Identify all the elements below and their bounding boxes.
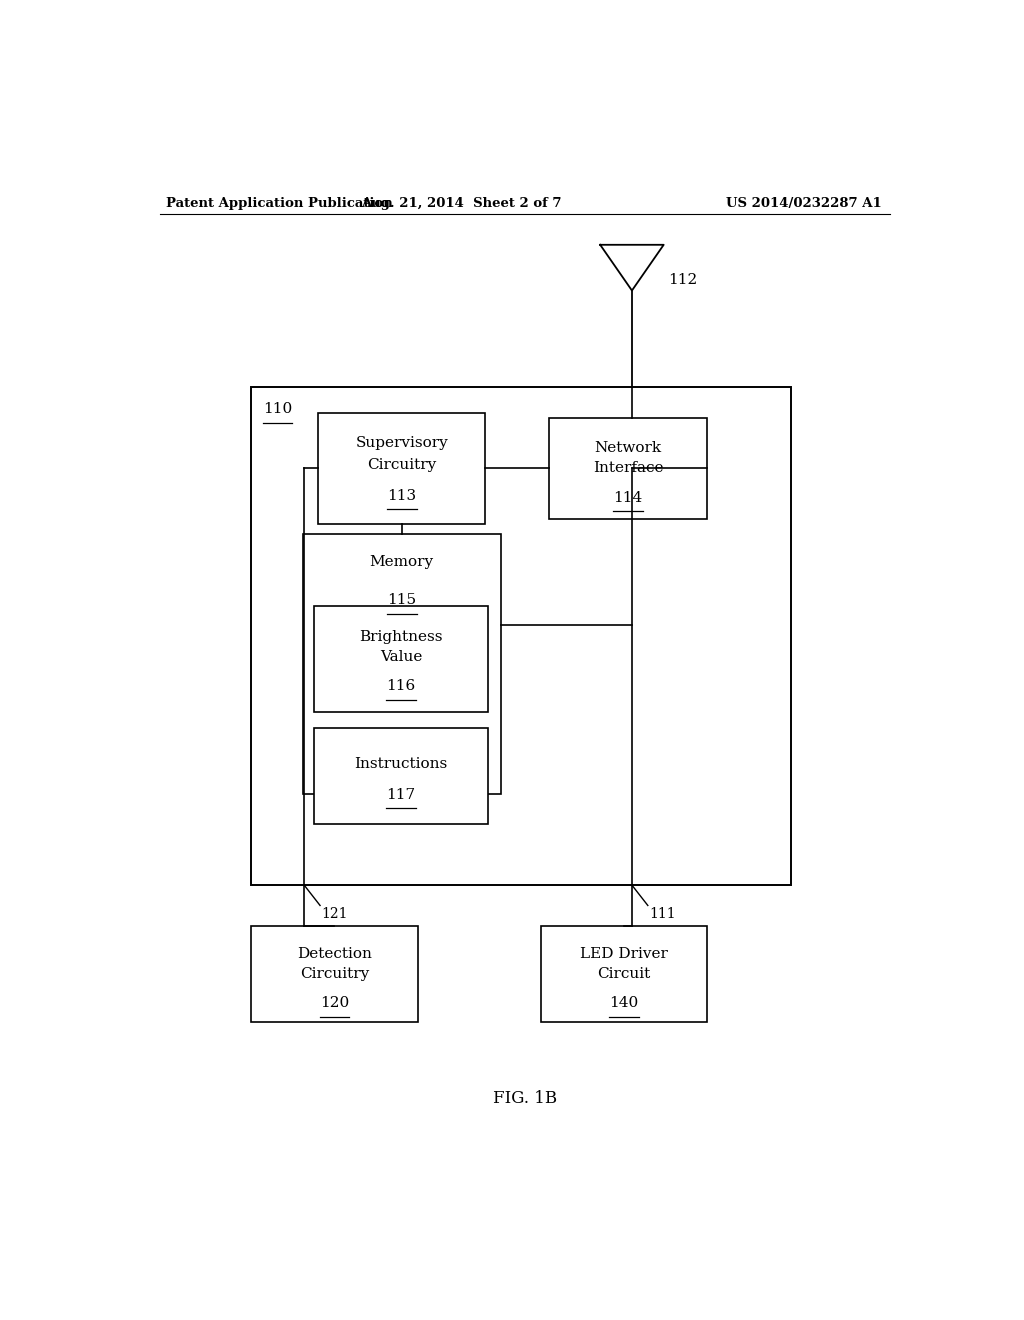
Bar (549, 417, 708, 519)
Text: Instructions: Instructions (354, 756, 447, 771)
Text: 121: 121 (322, 907, 348, 921)
Bar (318, 413, 485, 524)
Text: 115: 115 (387, 594, 417, 607)
Bar (251, 925, 418, 1022)
Bar (251, 387, 791, 886)
Text: Value: Value (380, 649, 422, 664)
Text: Patent Application Publication: Patent Application Publication (166, 197, 393, 210)
Text: Aug. 21, 2014  Sheet 2 of 7: Aug. 21, 2014 Sheet 2 of 7 (361, 197, 561, 210)
Text: LED Driver: LED Driver (580, 946, 668, 961)
Text: 116: 116 (386, 680, 416, 693)
Bar (313, 727, 488, 824)
Text: 113: 113 (387, 488, 417, 503)
Bar (313, 606, 488, 713)
Text: 110: 110 (263, 403, 292, 416)
Text: 114: 114 (613, 491, 643, 504)
Text: Brightness: Brightness (359, 630, 442, 644)
Bar (303, 535, 501, 793)
Text: 117: 117 (386, 788, 416, 803)
Text: Circuitry: Circuitry (300, 968, 369, 981)
Text: US 2014/0232287 A1: US 2014/0232287 A1 (726, 197, 882, 210)
Text: Detection: Detection (297, 946, 372, 961)
Bar (541, 925, 708, 1022)
Text: Interface: Interface (593, 462, 664, 475)
Text: Supervisory: Supervisory (355, 436, 449, 450)
Text: 140: 140 (609, 997, 639, 1010)
Text: 111: 111 (649, 907, 676, 921)
Text: Memory: Memory (370, 554, 434, 569)
Text: 112: 112 (668, 273, 697, 288)
Text: Network: Network (594, 441, 662, 455)
Text: Circuit: Circuit (597, 968, 650, 981)
Text: Circuitry: Circuitry (368, 458, 436, 473)
Text: FIG. 1B: FIG. 1B (493, 1090, 557, 1107)
Text: 120: 120 (319, 997, 349, 1010)
